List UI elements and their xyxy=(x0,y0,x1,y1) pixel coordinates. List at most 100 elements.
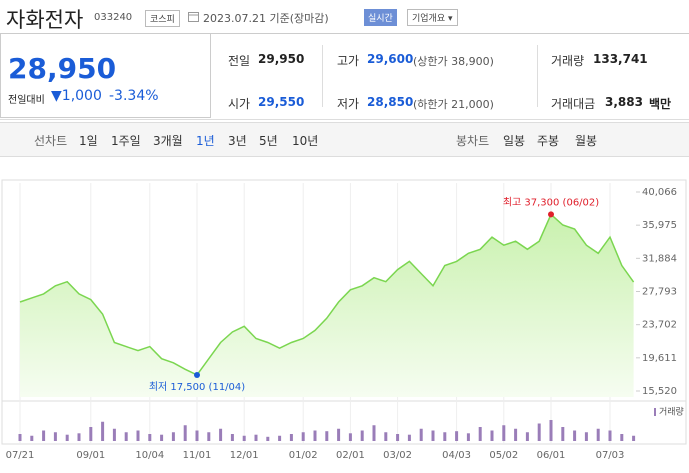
calendar-icon xyxy=(188,12,199,22)
tab[interactable]: 주봉 xyxy=(537,134,560,148)
volume-bar xyxy=(242,435,246,441)
volume-bar xyxy=(419,428,423,441)
x-tick-label: 03/02 xyxy=(383,450,412,461)
volume-bar xyxy=(77,433,81,441)
volume-bar xyxy=(289,434,293,441)
tab[interactable]: 1주일 xyxy=(111,134,141,148)
max-label: 최고 37,300 (06/02) xyxy=(503,196,599,208)
price-panel xyxy=(0,33,211,118)
stat-value: 29,550 xyxy=(258,95,305,109)
volume-bar xyxy=(407,434,411,441)
price-line xyxy=(19,213,635,376)
stat-value: 29,950 xyxy=(258,52,305,66)
volume-bar xyxy=(65,434,69,441)
stat-unit: 백만 xyxy=(649,97,672,111)
stat-value: 133,741 xyxy=(593,52,648,66)
volume-bar xyxy=(278,435,282,441)
tab-bar xyxy=(0,122,689,157)
volume-bar xyxy=(584,432,588,441)
stat-label: 거래대금 xyxy=(551,97,596,111)
min-label: 최저 17,500 (11/04) xyxy=(149,381,245,393)
x-tick-label: 10/04 xyxy=(135,450,164,461)
realtime-button[interactable]: 실시간 xyxy=(364,9,397,26)
current-price: 28,950 xyxy=(8,52,117,85)
volume-bar xyxy=(30,435,34,441)
x-tick-label: 06/01 xyxy=(537,450,566,461)
x-tick-label: 07/03 xyxy=(596,450,625,461)
volume-bar xyxy=(18,434,22,441)
volume-bar xyxy=(573,430,577,441)
volume-bar xyxy=(183,425,187,441)
tab[interactable]: 월봉 xyxy=(575,134,598,148)
volume-bar xyxy=(313,430,317,441)
max-marker xyxy=(548,211,554,218)
volume-bar xyxy=(620,434,624,441)
tab[interactable]: 10년 xyxy=(292,134,319,148)
volume-bar xyxy=(561,427,565,441)
tab-label: 봉차트 xyxy=(456,134,490,148)
market-badge: 코스피 xyxy=(145,10,180,27)
change-pct: -3.34% xyxy=(109,88,159,104)
x-tick-label: 12/01 xyxy=(230,450,259,461)
volume-bar xyxy=(396,434,400,441)
volume-bar xyxy=(596,428,600,441)
tab-label: 선차트 xyxy=(34,134,68,148)
change: ▼1,000 xyxy=(51,88,102,104)
tab[interactable]: 3년 xyxy=(228,134,247,148)
divider xyxy=(537,45,538,107)
volume-bar xyxy=(325,431,329,441)
volume-bar xyxy=(466,433,470,441)
stat-value: 28,850 xyxy=(367,95,414,109)
volume-bar xyxy=(219,428,223,441)
volume-bar xyxy=(525,432,529,441)
volume-bar xyxy=(502,425,506,441)
legend-swatch xyxy=(654,408,656,416)
company-button[interactable]: 기업개요 ▾ xyxy=(407,9,458,26)
y-tick-label: 40,066 xyxy=(642,187,677,198)
volume-bar xyxy=(171,432,175,441)
stat-extra: (하한가 21,000) xyxy=(413,98,494,111)
divider xyxy=(322,45,323,107)
tab[interactable]: 일봉 xyxy=(503,134,526,148)
x-tick-label: 01/02 xyxy=(289,450,318,461)
volume-bar xyxy=(337,428,341,441)
volume-bar xyxy=(632,435,636,441)
y-tick-label: 27,793 xyxy=(642,287,677,298)
legend-label: 거래량 xyxy=(659,406,684,418)
y-tick-label: 19,611 xyxy=(642,353,677,364)
volume-bar xyxy=(608,430,612,441)
stock-name: 자화전자 xyxy=(6,8,84,32)
volume-bar xyxy=(549,420,553,441)
volume-bar xyxy=(207,432,211,441)
volume-bar xyxy=(42,430,46,441)
volume-bar xyxy=(53,432,57,441)
volume-bar xyxy=(254,434,258,441)
date: 2023.07.21 기준(장마감) xyxy=(203,12,329,25)
volume-bar xyxy=(89,427,93,441)
tab[interactable]: 5년 xyxy=(259,134,278,148)
x-tick-label: 09/01 xyxy=(76,450,105,461)
volume-bar xyxy=(348,433,352,441)
stat-value: 29,600 xyxy=(367,52,414,66)
volume-bar xyxy=(148,434,152,441)
volume-bar xyxy=(537,423,541,441)
x-tick-label: 04/03 xyxy=(442,450,471,461)
x-tick-label: 05/02 xyxy=(489,450,518,461)
volume-bar xyxy=(443,432,447,441)
volume-bar xyxy=(124,432,128,441)
y-tick-label: 15,520 xyxy=(642,386,677,397)
volume-bar xyxy=(478,427,482,441)
min-marker xyxy=(194,371,200,378)
x-tick-label: 07/21 xyxy=(6,450,35,461)
summary-box xyxy=(0,33,689,120)
stat-label: 저가 xyxy=(337,97,360,111)
volume-bar xyxy=(195,430,199,441)
volume-bar xyxy=(136,430,140,441)
x-tick-label: 11/01 xyxy=(183,450,212,461)
stat-label: 전일 xyxy=(228,54,251,68)
volume-bar xyxy=(360,430,364,441)
tab[interactable]: 1년 xyxy=(196,134,215,148)
tab[interactable]: 3개월 xyxy=(153,134,183,148)
tab[interactable]: 1일 xyxy=(79,134,98,148)
